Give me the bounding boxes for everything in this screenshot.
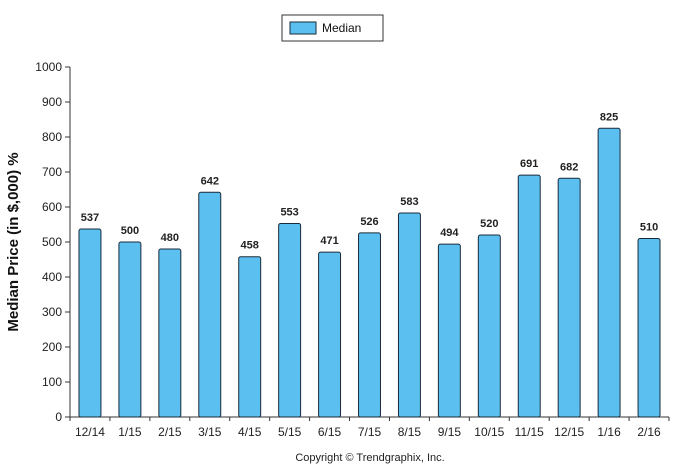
x-tick-label: 5/15 <box>278 425 302 439</box>
data-label: 691 <box>520 158 538 170</box>
data-label: 642 <box>201 175 219 187</box>
bar <box>158 248 182 418</box>
bar <box>437 243 461 418</box>
x-tick-label: 12/15 <box>554 425 584 439</box>
data-label: 480 <box>161 232 179 244</box>
bar <box>397 212 421 418</box>
bar <box>78 228 102 418</box>
data-label: 825 <box>600 111 618 123</box>
x-tick-label: 11/15 <box>515 425 544 439</box>
x-tick-label: 9/15 <box>438 425 462 439</box>
bar <box>318 251 342 418</box>
y-tick-label: 800 <box>42 130 62 144</box>
y-tick-label: 500 <box>42 235 62 249</box>
data-label: 500 <box>121 225 139 237</box>
y-axis-ticks: 0 100 200 300 400 500 600 700 800 900 1000 <box>35 60 70 424</box>
x-tick-label: 6/15 <box>318 425 342 439</box>
x-axis-ticks: 12/14 1/15 2/15 3/15 4/15 5/15 6/15 7/15 8/15 9/1… <box>69 417 670 439</box>
bar <box>477 234 501 418</box>
data-labels: 537 500 480 642 458 553 471 526 583 494 520 691 682 8… <box>81 111 658 251</box>
copyright-footer: Copyright © Trendgraphix, Inc. <box>295 452 444 464</box>
data-label: 494 <box>440 227 459 239</box>
bar <box>597 127 621 418</box>
x-tick-label: 2/15 <box>158 425 182 439</box>
bar <box>198 191 222 418</box>
legend-swatch-median <box>289 21 317 35</box>
x-tick-label: 12/14 <box>75 425 105 439</box>
bar <box>278 222 302 418</box>
bar <box>557 177 581 418</box>
x-tick-label: 1/16 <box>597 425 621 439</box>
y-tick-label: 700 <box>42 165 62 179</box>
y-tick-label: 900 <box>42 95 62 109</box>
data-label: 458 <box>241 240 259 252</box>
bar <box>238 256 262 418</box>
x-tick-label: 10/15 <box>474 425 504 439</box>
data-label: 510 <box>640 222 658 234</box>
data-label: 682 <box>560 161 578 173</box>
y-tick-label: 300 <box>42 305 62 319</box>
bars <box>78 127 661 418</box>
y-tick-label: 100 <box>42 375 62 389</box>
data-label: 471 <box>320 235 338 247</box>
y-tick-label: 600 <box>42 200 62 214</box>
data-label: 526 <box>360 216 378 228</box>
legend-label-median: Median <box>322 21 361 35</box>
bar <box>358 232 381 418</box>
x-tick-label: 2/16 <box>637 425 661 439</box>
data-label: 553 <box>280 206 298 218</box>
x-tick-label: 4/15 <box>238 425 262 439</box>
x-tick-label: 1/15 <box>118 425 142 439</box>
bar <box>637 238 661 418</box>
data-label: 537 <box>81 212 99 224</box>
y-axis-title: Median Price (in $,000) % <box>5 152 22 331</box>
x-tick-label: 8/15 <box>398 425 422 439</box>
data-label: 583 <box>400 196 418 208</box>
y-tick-label: 200 <box>42 340 62 354</box>
legend: Median <box>281 14 384 42</box>
y-tick-label: 400 <box>42 270 62 284</box>
bar <box>118 241 142 418</box>
y-tick-label: 0 <box>55 410 62 424</box>
x-tick-label: 3/15 <box>198 425 222 439</box>
y-tick-label: 1000 <box>35 60 62 74</box>
x-tick-label: 7/15 <box>358 425 382 439</box>
data-label: 520 <box>480 218 498 230</box>
bar <box>517 174 541 418</box>
